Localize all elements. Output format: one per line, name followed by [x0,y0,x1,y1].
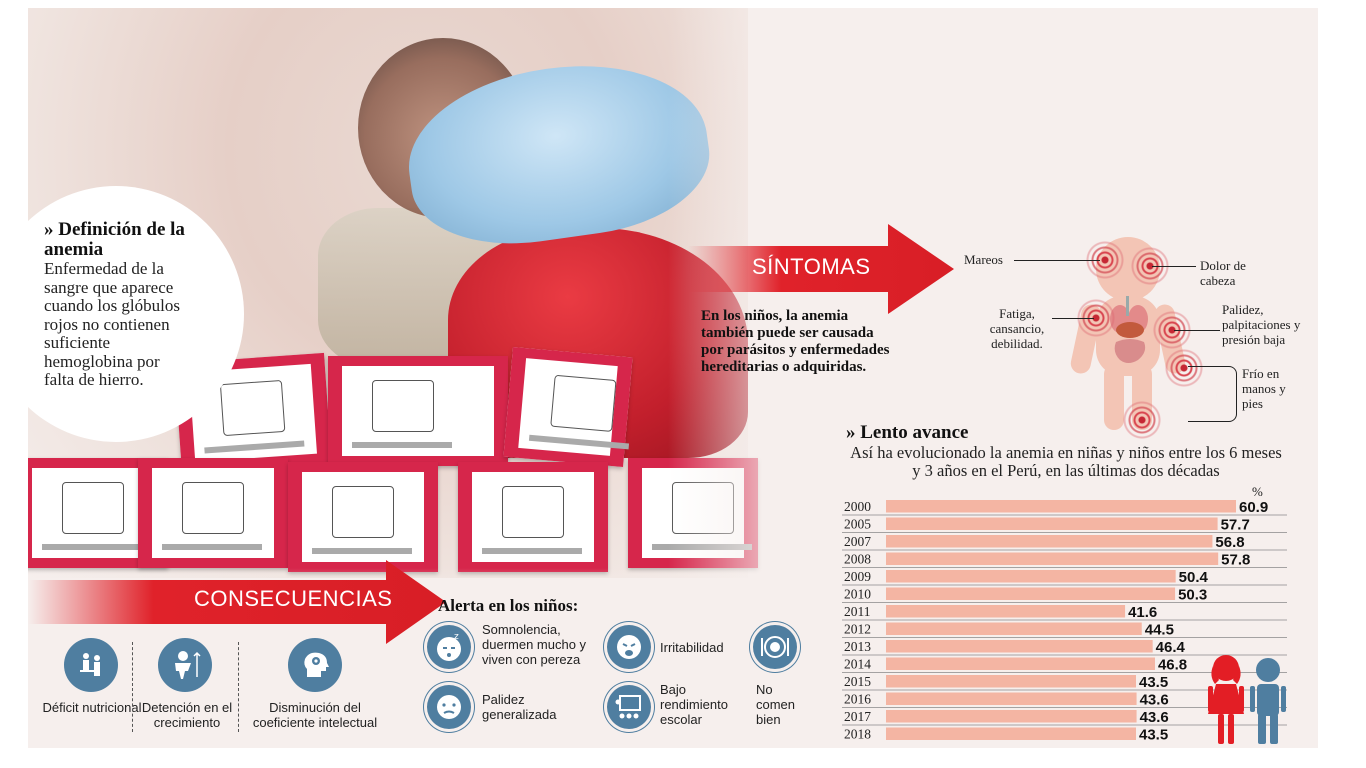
symptom-leader-line [1052,318,1094,319]
chart-value-label: 50.4 [1179,569,1209,586]
svg-text:z: z [454,632,459,642]
chart-value-label: 56.8 [1215,534,1244,551]
chart-value-label: 44.5 [1145,622,1174,639]
chart-bar-2007 [886,535,1213,548]
sleepy-face-icon: z [424,622,474,672]
chart-title: » Lento avance [846,422,969,443]
chart-value-label: 43.6 [1140,692,1169,709]
symptom-mareos: Mareos [964,252,1003,267]
sachet [328,356,508,466]
sachet [288,462,438,572]
sachet [458,462,608,572]
symptom-dolor-cabeza: Dolor de cabeza [1200,258,1246,288]
chart-year-label: 2012 [844,622,871,637]
symptom-target-icon [1164,348,1204,388]
chart-bar-2008 [886,552,1219,565]
chart-value-label: 60.9 [1239,499,1268,516]
girl-boy-icon [1208,655,1286,744]
chart-bar-2011 [886,605,1126,618]
chart-bar-2016 [886,692,1137,705]
chart-year-label: 2016 [844,692,871,707]
consecuencias-label: CONSECUENCIAS [194,586,393,611]
chart-bar-2005 [886,517,1218,530]
chart-year-label: 2011 [844,604,871,619]
symptom-leader-line [1174,330,1220,331]
nutrition-deficit-icon [64,638,118,692]
chart-bar-2009 [886,570,1176,583]
classroom-icon [604,682,654,732]
sachet [138,458,288,568]
chart-bar-2017 [886,710,1137,723]
alert-label: Bajo rendimiento escolar [660,682,728,727]
symptom-palidez: Palidez, palpitaciones y presión baja [1222,302,1301,347]
chart-year-label: 2014 [844,657,871,672]
sintomas-arrow [688,224,954,314]
alert-label: Palidez generalizada [482,692,557,722]
chart-year-label: 2015 [844,674,871,689]
symptom-leader-line [1152,266,1196,267]
chart-value-label: 57.8 [1221,552,1250,569]
chart-bar-2010 [886,587,1176,600]
chart-year-label: 2007 [844,534,871,549]
symptom-leader-line [1014,260,1100,261]
chart-year-label: 2018 [844,727,871,742]
chart-bar-2000 [886,500,1236,513]
plate-icon [750,622,800,672]
definition-bubble [28,186,244,442]
chart-year-label: 2010 [844,587,871,602]
anemia-bar-chart: 2000 60.9 2005 57.7 2007 56.8 2008 57.8 2009 50.4… [842,499,1287,743]
chart-value-label: 57.7 [1221,517,1250,534]
sintomas-label: SÍNTOMAS [752,254,871,279]
alert-label: No comen bien [756,682,796,727]
chart-year-label: 2009 [844,569,871,584]
chart-value-label: 43.6 [1140,709,1169,726]
chart-value-label: 46.4 [1156,639,1186,656]
chart-bar-2012 [886,622,1142,635]
divider [238,642,239,732]
alert-title: Alerta en los niños: [438,596,579,615]
consequence-label: Detención en el crecimiento [141,700,233,730]
alert-label: Somnolencia, duermen mucho y viven con p… [482,622,587,667]
crying-face-icon [604,622,654,672]
chart-bar-2013 [886,640,1153,653]
consequence-label: Disminución del coeficiente intelectual [252,700,378,730]
symptom-bracket [1188,366,1237,422]
consequence-label: Déficit nutricional [42,700,142,715]
chart-year-label: 2000 [844,499,871,514]
chart-year-label: 2008 [844,552,871,567]
definition-body: Enfermedad de la sangre que aparece cuan… [44,259,180,389]
symptom-frio: Frío en manos y pies [1242,366,1286,411]
photo-fade [668,8,808,588]
chart-value-label: 50.3 [1178,587,1207,604]
cause-text: En los niños, la anemia también puede se… [701,308,890,375]
chart-year-label: 2017 [844,709,871,724]
infographic-canvas: » Definición de la anemia Enfermedad de … [28,8,1318,748]
chart-value-label: 41.6 [1128,604,1157,621]
symptom-fatiga: Fatiga, cansancio, debilidad. [989,306,1045,351]
growth-icon [158,638,212,692]
chart-unit: % [1252,484,1263,499]
photo-supplement-sachets [28,338,768,588]
pale-face-icon [424,682,474,732]
chart-subtitle: Así ha evolucionado la anemia en niñas y… [850,443,1282,480]
chart-year-label: 2013 [844,639,871,654]
alert-label: Irritabilidad [660,640,724,655]
chart-bar-2014 [886,657,1155,670]
consecuencias-arrow [28,560,446,644]
chart-value-label: 43.5 [1139,674,1168,691]
divider [132,642,133,732]
chart-year-label: 2005 [844,517,871,532]
sachet [503,346,633,468]
definition-title: » Definición de la anemia [44,219,185,260]
chart-value-label: 43.5 [1139,727,1168,743]
chart-bar-2015 [886,675,1136,688]
symptom-target-icon [1122,400,1162,440]
chart-value-label: 46.8 [1158,657,1187,674]
chart-bar-2018 [886,727,1136,740]
head-gear-icon [288,638,342,692]
